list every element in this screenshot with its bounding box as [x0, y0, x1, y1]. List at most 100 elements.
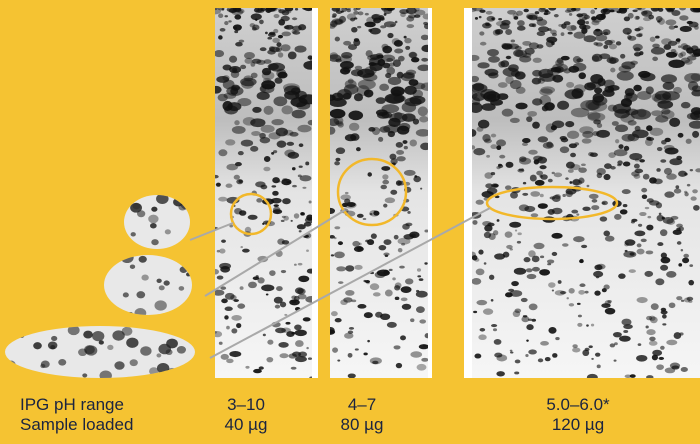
spot: [382, 63, 390, 69]
spot: [506, 245, 513, 249]
spot: [510, 290, 523, 297]
spot: [584, 35, 596, 42]
spot: [484, 172, 492, 179]
spot: [679, 332, 683, 335]
spot: [149, 367, 159, 375]
spot: [678, 263, 682, 267]
spot: [394, 40, 403, 47]
spot: [213, 331, 222, 337]
spot: [565, 89, 583, 99]
spot: [560, 136, 567, 140]
gel-border: [428, 8, 432, 378]
spot: [635, 169, 644, 174]
spot: [660, 265, 668, 271]
spot: [552, 353, 557, 358]
spot: [688, 280, 694, 285]
spot: [548, 6, 556, 10]
spot: [524, 9, 529, 13]
spot: [302, 187, 306, 189]
spot: [515, 103, 527, 110]
spot: [390, 24, 395, 27]
spot: [532, 256, 540, 263]
spot: [251, 131, 260, 136]
spot: [295, 8, 298, 11]
spot: [572, 348, 580, 353]
spot: [487, 49, 499, 56]
spot: [535, 180, 545, 186]
spot: [539, 269, 550, 276]
spot: [186, 272, 191, 276]
spot: [643, 17, 651, 21]
spot: [278, 35, 283, 39]
spot: [292, 29, 297, 33]
spot: [526, 324, 533, 330]
spot: [577, 20, 586, 25]
spot: [421, 58, 428, 62]
spot: [586, 324, 589, 326]
spot: [489, 275, 494, 280]
spot: [276, 42, 281, 47]
spot: [299, 166, 303, 168]
spot: [231, 315, 242, 321]
spot: [624, 243, 629, 247]
spot: [345, 290, 354, 296]
spot: [691, 196, 697, 200]
spot: [303, 317, 311, 321]
spot: [292, 17, 297, 20]
spot: [677, 241, 682, 245]
spot: [211, 269, 219, 275]
spot: [566, 190, 573, 197]
spot: [379, 17, 384, 21]
spot: [533, 58, 542, 63]
spot: [219, 342, 223, 345]
spot: [266, 293, 269, 295]
spot: [618, 8, 620, 10]
spot: [692, 189, 698, 193]
spot: [363, 352, 367, 355]
spot: [281, 16, 290, 21]
spot: [139, 256, 147, 263]
ph-range: 3–10: [227, 395, 265, 414]
spot: [224, 21, 228, 25]
spot: [544, 13, 549, 15]
spot: [273, 96, 287, 106]
spot: [560, 291, 566, 294]
spot: [588, 101, 608, 112]
spot: [589, 345, 593, 348]
spot: [338, 281, 343, 284]
spot: [107, 345, 113, 350]
spot: [647, 216, 651, 218]
spot: [522, 143, 528, 146]
spot: [582, 207, 590, 211]
spot: [416, 291, 428, 298]
spot: [607, 57, 619, 63]
spot: [260, 47, 267, 51]
spot: [225, 293, 235, 300]
spot: [550, 196, 556, 199]
spot: [295, 287, 304, 294]
spot: [261, 80, 275, 89]
spot: [658, 8, 663, 12]
spot: [632, 9, 637, 12]
spot: [357, 85, 370, 96]
spot: [370, 213, 373, 215]
spot: [376, 97, 386, 104]
spot: [262, 71, 275, 80]
spot: [131, 232, 136, 236]
spot: [19, 334, 24, 338]
spot: [511, 281, 519, 286]
spot: [240, 246, 243, 248]
spot: [627, 32, 630, 34]
spot: [256, 60, 265, 65]
figure: IPG pH range Sample loaded 3–10 40 µg 4–…: [0, 0, 700, 444]
spot: [344, 202, 357, 209]
spot: [620, 114, 634, 123]
spot: [612, 121, 619, 126]
spot: [259, 20, 264, 25]
spot: [264, 156, 271, 162]
spot: [548, 282, 555, 288]
spot: [419, 319, 426, 323]
spot: [662, 314, 667, 318]
spot: [294, 324, 302, 330]
spot: [481, 103, 495, 111]
